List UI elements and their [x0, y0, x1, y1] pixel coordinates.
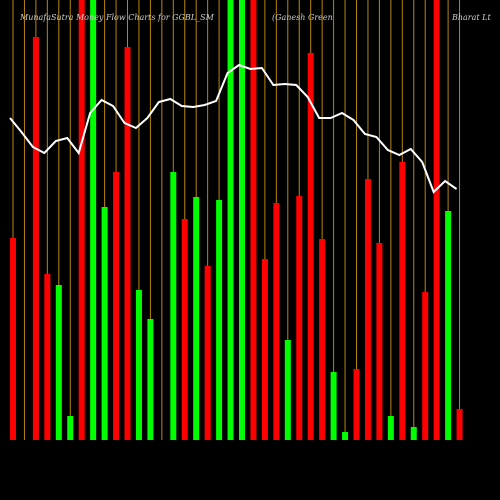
chart-subtitle: (Ganesh Green — [272, 13, 333, 22]
bar — [239, 0, 245, 440]
bar — [387, 416, 394, 440]
bar — [250, 0, 257, 440]
chart-title: MunafaSutra Money Flow Charts for GGBL_S… — [19, 13, 215, 22]
bar — [273, 203, 280, 440]
bar — [364, 179, 371, 440]
bar — [67, 416, 74, 440]
bar — [410, 427, 417, 440]
price-line — [9, 63, 458, 194]
bar — [456, 409, 463, 440]
bar — [204, 266, 211, 440]
bar — [32, 37, 39, 440]
bar — [101, 207, 108, 440]
chart-subtitle: Bharat Lt — [451, 13, 491, 22]
bar — [342, 432, 349, 440]
bar — [113, 172, 120, 440]
bar — [307, 53, 314, 440]
bar — [181, 219, 188, 440]
bar — [193, 197, 200, 440]
bar — [227, 0, 234, 440]
bar — [78, 0, 85, 440]
bar — [296, 196, 303, 440]
bar — [422, 292, 429, 440]
bar — [124, 47, 131, 440]
bar — [55, 285, 62, 440]
bar — [376, 243, 383, 440]
bar — [10, 238, 16, 440]
bar — [399, 162, 406, 440]
bar — [90, 0, 97, 440]
bar — [433, 0, 440, 440]
bar — [284, 340, 291, 440]
bar — [319, 239, 326, 440]
bar — [330, 372, 337, 440]
bar — [261, 259, 268, 440]
bar — [44, 274, 51, 440]
bar — [135, 290, 142, 440]
bar — [147, 319, 154, 440]
bar — [170, 172, 177, 440]
bar — [216, 200, 223, 440]
bar — [445, 211, 452, 440]
bar — [353, 369, 360, 440]
